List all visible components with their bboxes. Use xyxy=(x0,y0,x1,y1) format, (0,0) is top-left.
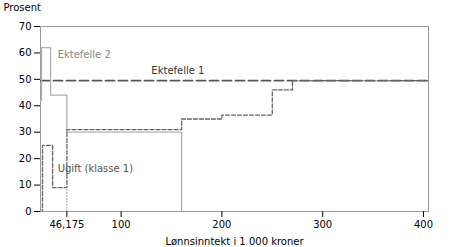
svg-text:40: 40 xyxy=(19,100,32,111)
svg-text:Ektefelle 1: Ektefelle 1 xyxy=(151,65,204,76)
svg-text:300: 300 xyxy=(313,219,332,230)
svg-text:10: 10 xyxy=(19,179,32,190)
svg-text:60: 60 xyxy=(19,47,32,58)
svg-text:0: 0 xyxy=(25,206,31,217)
svg-text:100: 100 xyxy=(112,219,131,230)
svg-text:50: 50 xyxy=(19,74,32,85)
svg-text:30: 30 xyxy=(19,126,32,137)
svg-text:200: 200 xyxy=(212,219,231,230)
svg-text:20: 20 xyxy=(19,153,32,164)
svg-text:Ektefelle 2: Ektefelle 2 xyxy=(58,49,111,60)
svg-text:70: 70 xyxy=(19,21,32,32)
svg-text:Prosent: Prosent xyxy=(4,2,42,13)
svg-text:400: 400 xyxy=(414,219,433,230)
svg-text:46,175: 46,175 xyxy=(49,219,84,230)
svg-text:Lønnsinntekt i 1 000 kroner: Lønnsinntekt i 1 000 kroner xyxy=(165,236,304,247)
svg-text:Ugift (klasse 1): Ugift (klasse 1) xyxy=(58,163,134,174)
